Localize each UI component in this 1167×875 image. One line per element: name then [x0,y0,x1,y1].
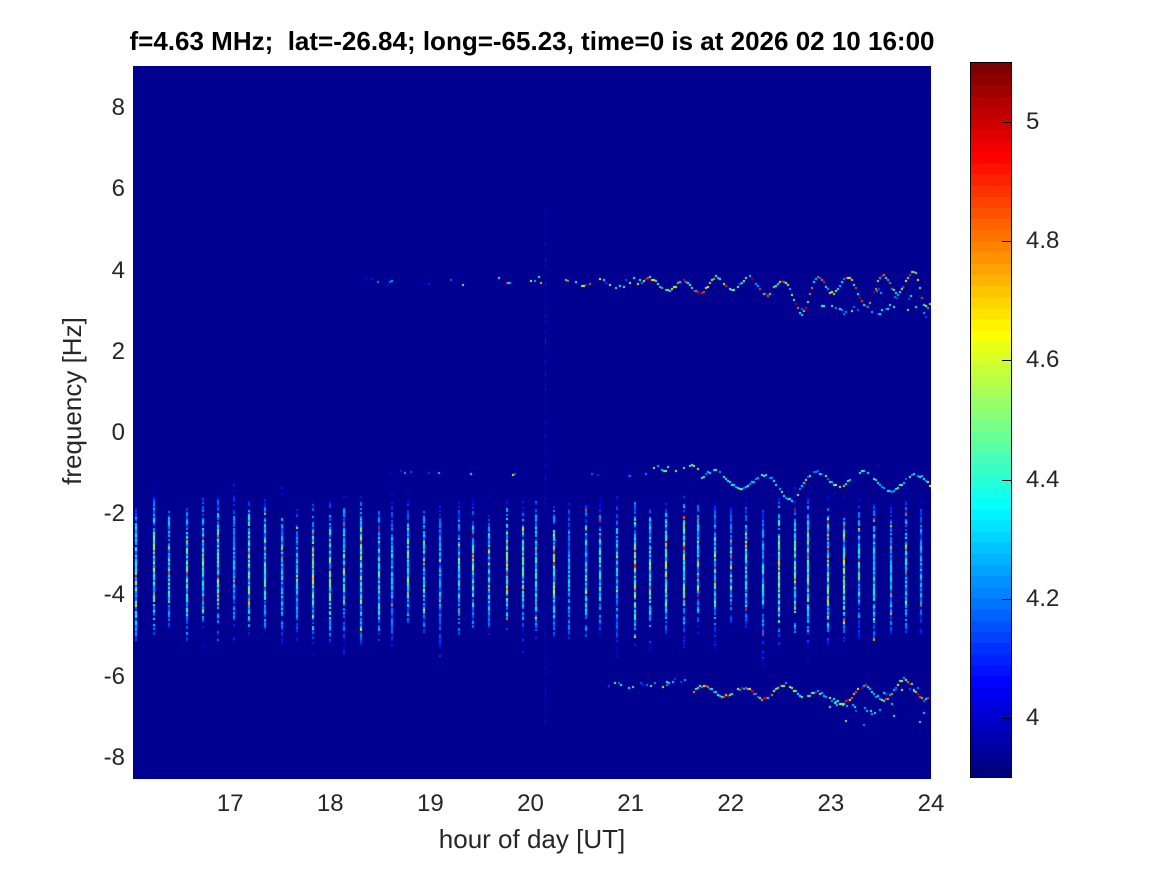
colorbar-tick-label: 4.6 [1026,346,1060,374]
x-tick-label: 19 [417,790,444,817]
colorbar-tick-mark [1002,479,1011,481]
colorbar-tick-label: 4.4 [1026,465,1060,493]
chart-title: f=4.63 MHz; lat=-26.84; long=-65.23, tim… [129,26,935,56]
x-tick-label: 21 [617,790,644,817]
y-tick-label: 8 [111,94,125,122]
spectrogram-canvas [133,66,931,779]
y-tick-label: -2 [103,500,125,528]
x-axis-label: hour of day [UT] [438,824,626,854]
colorbar-tick-label: 5 [1026,107,1040,135]
y-tick-label: 4 [111,256,125,284]
colorbar-tick-mark [1002,360,1011,362]
y-tick-label: -4 [103,581,125,609]
x-tick-label: 23 [817,790,845,817]
x-tick-label: 22 [717,790,745,817]
colorbar-tick-mark [1002,241,1011,242]
colorbar-tick-mark [1002,121,1011,123]
colorbar-tick-label: 4 [1026,704,1040,732]
x-tick-label: 20 [517,790,544,817]
x-tick-label: 18 [316,790,344,817]
colorbar-tick-label: 4.8 [1026,227,1060,254]
colorbar-tick-label: 4.2 [1026,585,1060,612]
x-tick-label: 17 [216,790,244,817]
colorbar-tick-mark [1002,599,1011,600]
y-tick-label: -6 [103,662,125,690]
y-tick-label: 6 [111,175,125,203]
y-tick-label: -8 [103,743,125,771]
y-tick-label: 0 [111,419,125,447]
colorbar [970,62,1012,778]
y-tick-label: 2 [111,337,125,365]
x-tick-label: 24 [917,790,945,817]
colorbar-tick-mark [1002,718,1011,720]
